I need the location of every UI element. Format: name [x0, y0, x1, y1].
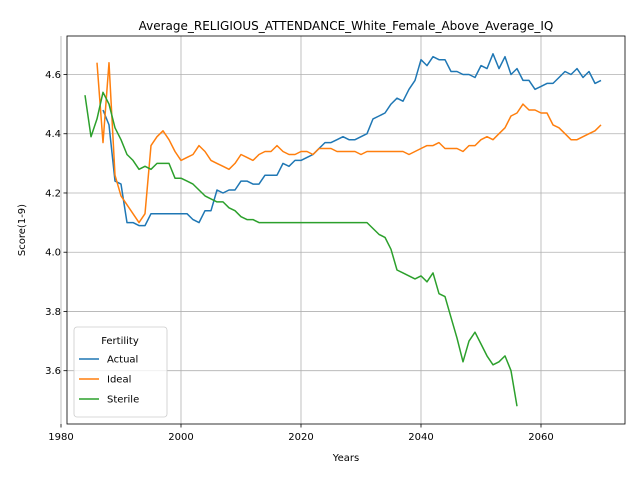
- legend: Fertility Actual Ideal Sterile: [73, 326, 168, 418]
- legend-label-actual: Actual: [107, 355, 138, 366]
- x-tick-label: 1980: [48, 432, 73, 443]
- x-axis-label: Years: [332, 453, 359, 464]
- legend-label-ideal: Ideal: [107, 375, 131, 386]
- y-axis-label: Score(1-9): [17, 204, 28, 256]
- x-tick-label: 2040: [408, 432, 433, 443]
- x-axis: 1980 2000 2020 2040 2060: [48, 424, 554, 443]
- y-axis: 3.6 3.8 4.0 4.2 4.4 4.6: [45, 70, 67, 377]
- series-layer: [84, 53, 602, 407]
- y-tick-label: 4.4: [45, 129, 61, 140]
- legend-items: Actual Ideal Sterile: [79, 355, 139, 406]
- x-tick-label: 2020: [288, 432, 313, 443]
- legend-title: Fertility: [101, 336, 139, 347]
- y-tick-label: 4.0: [45, 248, 61, 259]
- legend-box: [73, 326, 168, 418]
- y-tick-label: 4.2: [45, 188, 61, 199]
- x-tick-label: 2000: [168, 432, 193, 443]
- x-tick-label: 2060: [528, 432, 553, 443]
- series-line-ideal: [96, 61, 602, 224]
- y-tick-label: 3.6: [45, 366, 61, 377]
- y-tick-label: 4.6: [45, 70, 61, 81]
- chart-title: Average_RELIGIOUS_ATTENDANCE_White_Femal…: [139, 19, 554, 33]
- axes-frame: [66, 35, 626, 425]
- y-tick-label: 3.8: [45, 307, 61, 318]
- series-line-sterile: [84, 91, 518, 407]
- legend-label-sterile: Sterile: [107, 395, 139, 406]
- series-line-actual: [102, 53, 602, 227]
